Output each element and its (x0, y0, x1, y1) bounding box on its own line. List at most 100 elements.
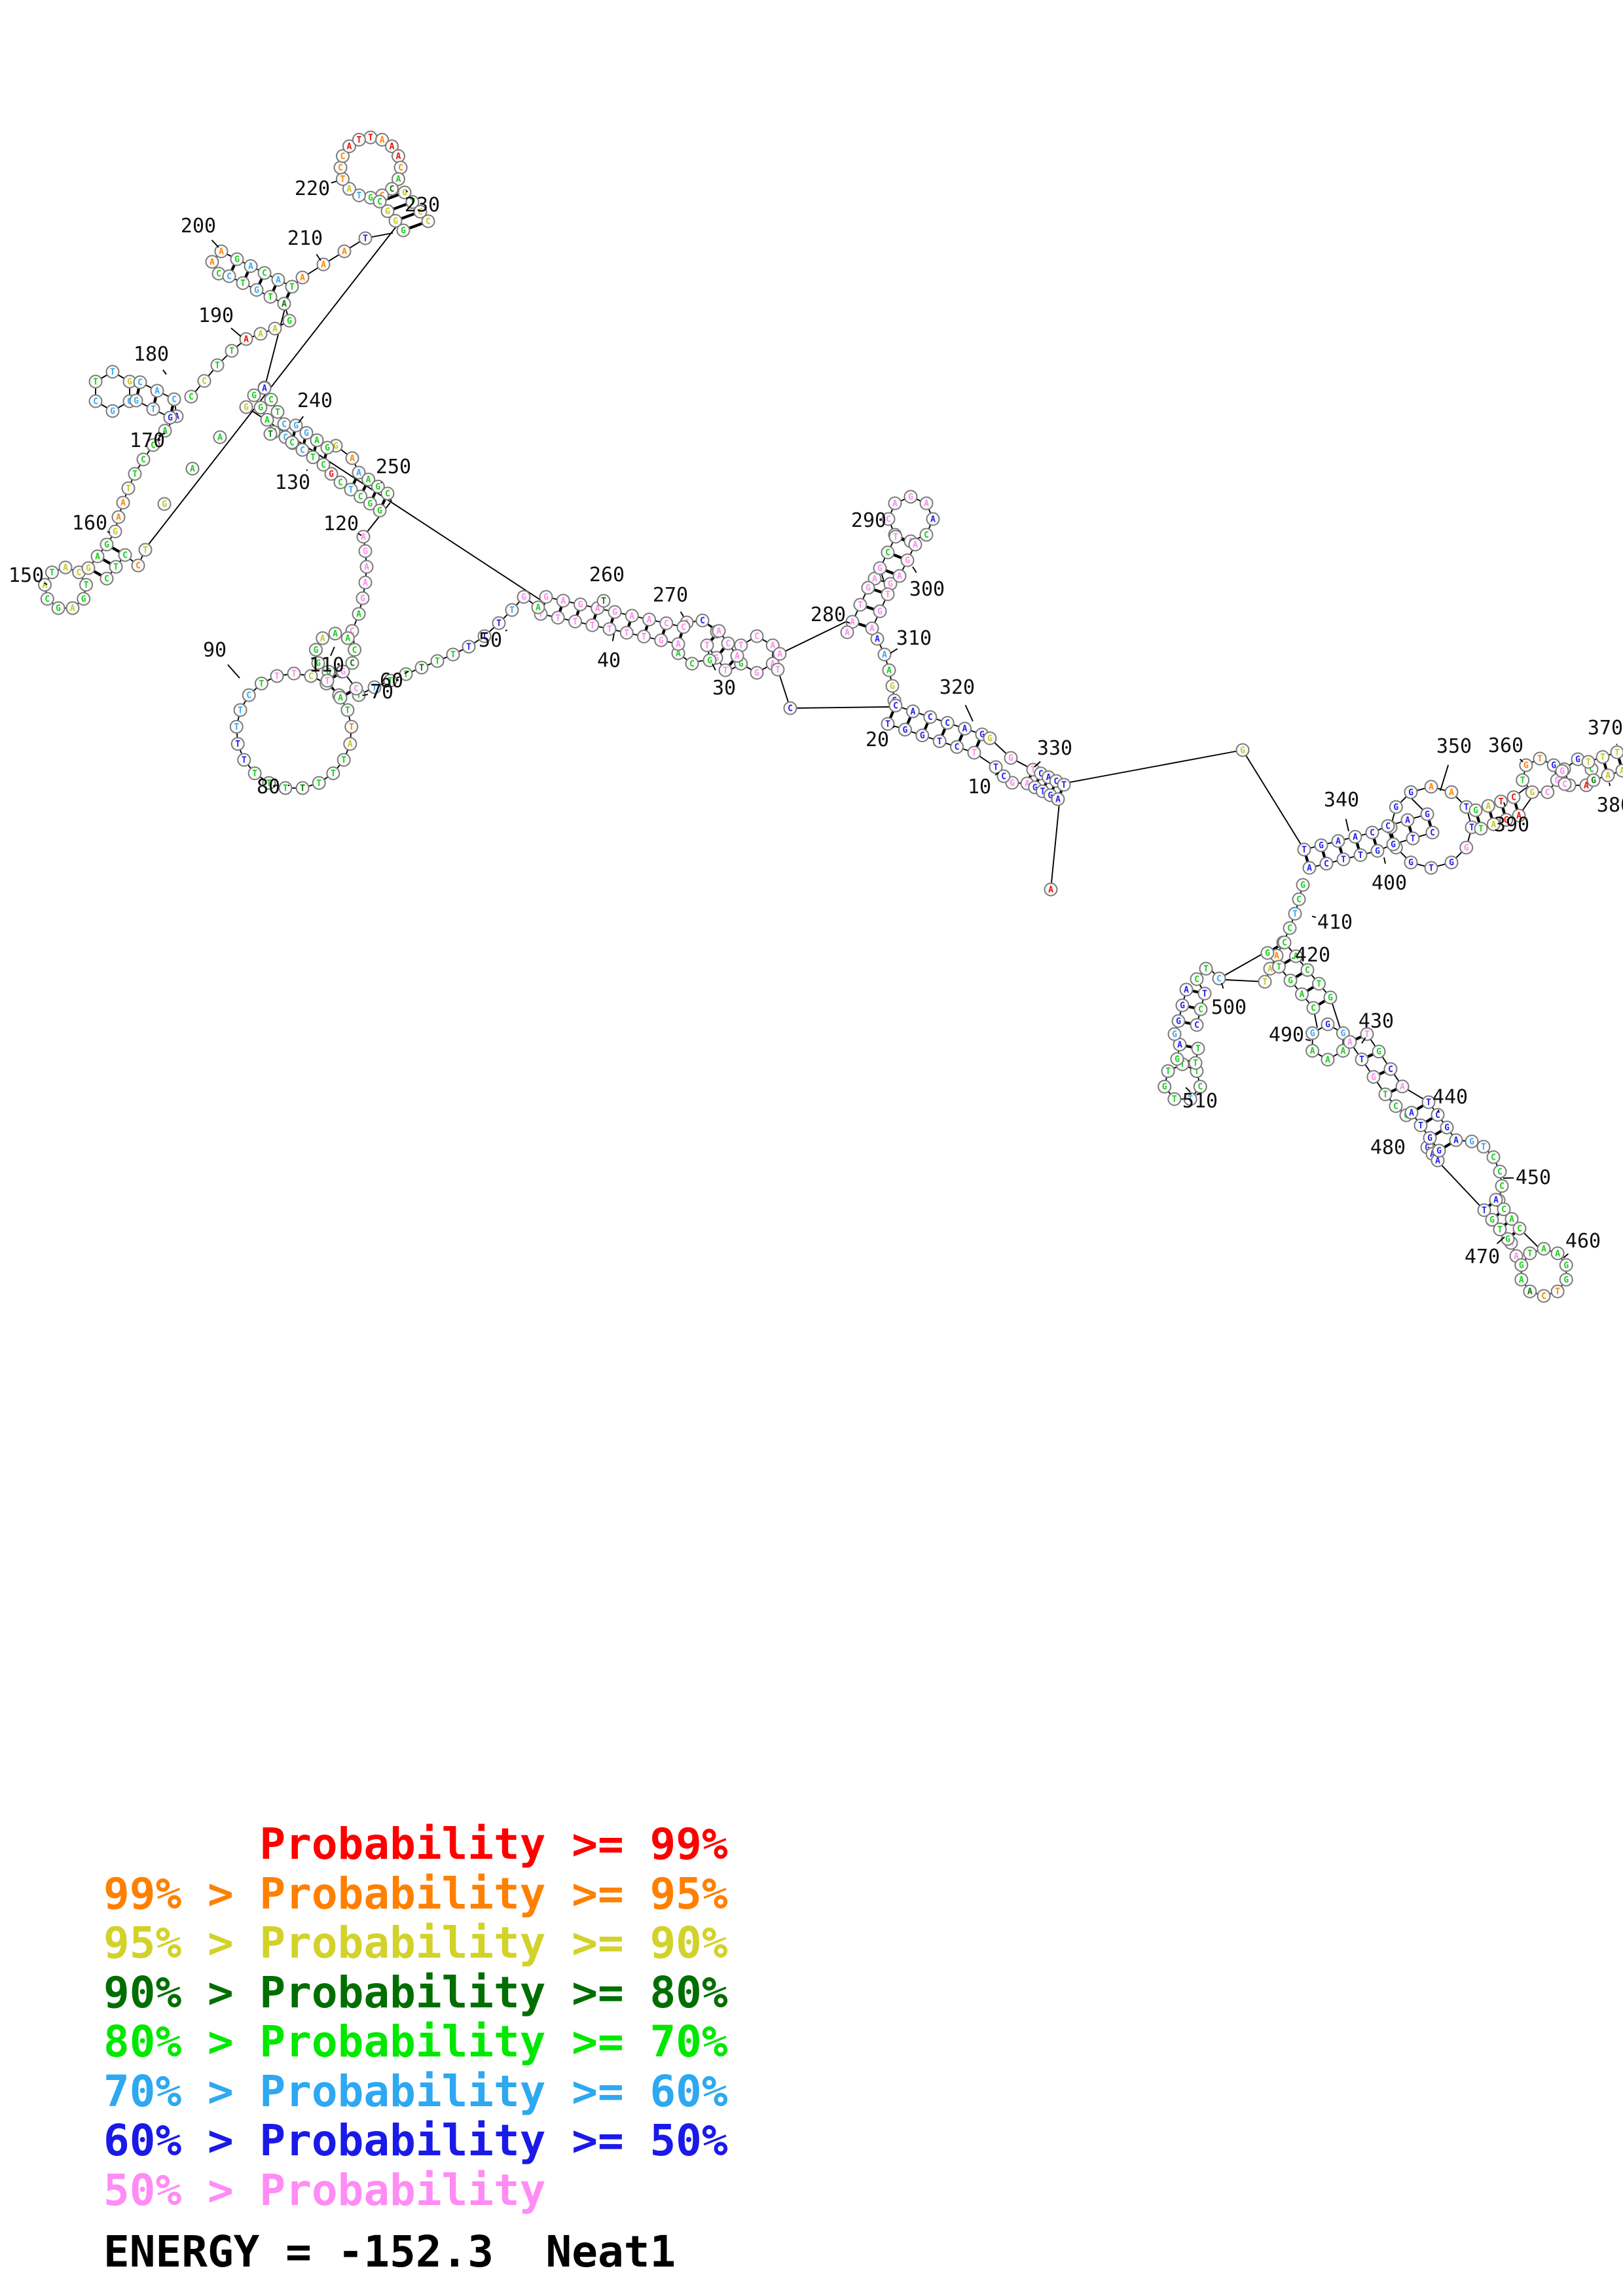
svg-text:G: G (890, 682, 895, 692)
svg-text:A: A (1449, 788, 1454, 798)
svg-text:C: C (1001, 772, 1006, 782)
svg-text:A: A (913, 541, 918, 550)
nucleotide-bead: T (1288, 906, 1302, 921)
svg-text:T: T (268, 293, 273, 302)
svg-text:A: A (1307, 864, 1312, 874)
nucleotide-bead: T (146, 402, 160, 416)
svg-text:40: 40 (597, 649, 621, 672)
nucleotide-bead: T (383, 673, 397, 688)
nucleotide-bead: T (340, 703, 355, 717)
svg-text:G: G (254, 286, 259, 296)
position-label-50: 50 (479, 629, 508, 652)
nucleotide-bead: C (1365, 825, 1379, 840)
svg-text:A: A (595, 604, 600, 614)
svg-text:A: A (63, 564, 68, 573)
nucleotide-bead: C (348, 643, 362, 657)
position-label-220: 220 (295, 177, 337, 200)
svg-text:T: T (252, 769, 257, 779)
nucleotide-bead: G (388, 213, 403, 228)
nucleotide-bead: T (263, 427, 278, 441)
svg-text:360: 360 (1488, 734, 1523, 757)
svg-text:T: T (1277, 963, 1282, 973)
nucleotide-bead: A (328, 626, 342, 641)
position-label-310: 310 (890, 627, 932, 654)
svg-text:T: T (496, 619, 501, 629)
position-label-60: 60 (380, 670, 409, 692)
nucleotide-bead: G (81, 561, 96, 575)
nucleotide-bead: A (1489, 1193, 1503, 1207)
svg-text:G: G (325, 444, 330, 454)
nucleotide-bead: G (1423, 1131, 1437, 1145)
svg-text:T: T (509, 606, 515, 616)
nucleotide-bead: A (1601, 768, 1615, 783)
svg-text:A: A (356, 610, 361, 620)
nucleotide-bead: T (1057, 778, 1071, 792)
svg-text:A: A (647, 615, 652, 625)
svg-text:G: G (316, 659, 321, 669)
svg-text:C: C (282, 420, 287, 430)
svg-text:T: T (325, 677, 330, 687)
svg-text:280: 280 (811, 603, 846, 626)
svg-text:A: A (219, 247, 224, 257)
nucleotide-bead: C (1512, 1221, 1527, 1236)
nucleotide-bead: T (1523, 1246, 1537, 1261)
nucleotide-bead: A (892, 569, 907, 583)
svg-text:G: G (1325, 1020, 1330, 1030)
nucleotide-bead: G (654, 633, 668, 647)
svg-text:T: T (723, 666, 728, 676)
svg-text:C: C (358, 492, 363, 502)
nucleotide-bead: A (730, 649, 744, 663)
nucleotide-bead: T (1191, 1041, 1205, 1056)
svg-text:A: A (869, 624, 875, 634)
position-label-420: 420 (1292, 944, 1330, 967)
svg-text:G: G (908, 493, 913, 503)
svg-text:A: A (1509, 1215, 1514, 1225)
svg-text:370: 370 (1588, 717, 1623, 740)
svg-text:T: T (268, 430, 273, 440)
nucleotide-bead: T (1406, 831, 1420, 846)
nucleotide-bead: C (1389, 1099, 1403, 1113)
svg-text:A: A (244, 335, 249, 345)
nucleotide-bead: T (1477, 1203, 1491, 1217)
nucleotide-bead: G (239, 400, 253, 414)
svg-text:T: T (132, 470, 137, 480)
nucleotide-bead: G (77, 592, 91, 606)
svg-text:G: G (866, 584, 871, 594)
nucleotide-bead: C (923, 710, 938, 725)
nucleotide-bead: C (676, 620, 691, 634)
svg-text:A: A (1184, 986, 1189, 996)
nucleotide-bead: T (225, 344, 239, 358)
svg-text:T: T (1302, 846, 1307, 855)
nucleotide-bead: A (1550, 1246, 1565, 1261)
svg-text:T: T (1497, 1225, 1503, 1235)
nucleotide-bead: G (356, 591, 370, 605)
svg-text:G: G (1180, 1001, 1185, 1011)
svg-text:T: T (1030, 766, 1036, 776)
svg-text:290: 290 (851, 509, 886, 532)
svg-text:440: 440 (1432, 1086, 1468, 1109)
nucleotide-bead: A (1523, 1284, 1537, 1299)
svg-text:G: G (1375, 847, 1380, 857)
svg-text:G: G (1427, 1134, 1432, 1143)
svg-text:A: A (320, 634, 325, 644)
svg-text:G: G (1473, 806, 1478, 816)
nucleotide-bead: G (311, 656, 325, 670)
svg-text:C: C (1053, 777, 1059, 787)
nucleotide-bead: A (342, 182, 356, 196)
svg-text:G: G (1529, 788, 1535, 798)
svg-text:C: C (202, 377, 207, 387)
svg-text:C: C (338, 164, 343, 173)
nucleotide-bead: T (352, 133, 366, 147)
svg-text:G: G (1010, 779, 1015, 789)
svg-text:G: G (1563, 1276, 1569, 1285)
position-label-490: 490 (1269, 1024, 1311, 1047)
nucleotide-bead: T (326, 766, 340, 781)
svg-text:T: T (368, 134, 373, 143)
svg-text:C: C (1282, 939, 1287, 948)
svg-text:C: C (788, 704, 793, 714)
svg-text:A: A (735, 652, 740, 662)
svg-text:G: G (1376, 1047, 1381, 1057)
nucleotide-bead: C (393, 160, 408, 175)
nucleotide-bead: C (685, 656, 699, 671)
nucleotide-bead: G (1296, 878, 1310, 892)
